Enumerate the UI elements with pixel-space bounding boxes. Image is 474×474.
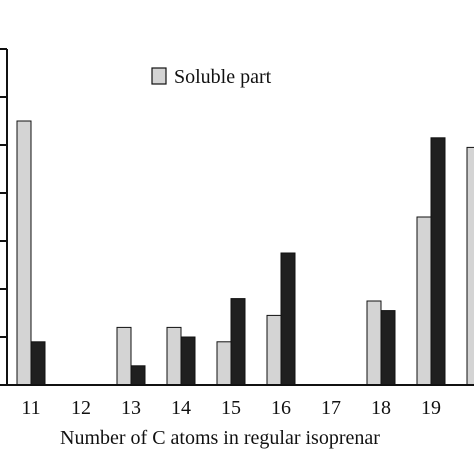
x-tick-label-13: 13 (121, 397, 141, 419)
bar-series1-11 (16, 120, 32, 386)
bar-series1-14 (166, 326, 182, 386)
x-axis-title: Number of C atoms in regular isoprenar (60, 427, 380, 449)
bar-series2-11 (30, 341, 46, 386)
bar-series1-16 (266, 314, 282, 386)
x-tick-label-11: 11 (21, 397, 40, 419)
x-tick-label-15: 15 (221, 397, 241, 419)
bar-series1-18 (366, 300, 382, 386)
x-tick-label-16: 16 (271, 397, 291, 419)
bar-series2-13 (130, 365, 146, 386)
legend-swatch-soluble-part (151, 67, 167, 85)
bar-series1-13 (116, 326, 132, 386)
bar-series1-15 (216, 341, 232, 386)
x-tick-label-14: 14 (171, 397, 191, 419)
bar-series2-16 (280, 252, 296, 386)
x-tick-labels: 1112131415161718192 (21, 397, 441, 419)
x-tick-label-18: 18 (371, 397, 391, 419)
y-axis-ticks (0, 48, 7, 386)
bar-series2-15 (230, 298, 246, 386)
bar-series1-2 (466, 146, 474, 386)
bar-series2-19 (430, 137, 446, 386)
bars-layer (16, 120, 474, 386)
legend: Soluble part (151, 66, 272, 88)
x-tick-label-12: 12 (71, 397, 91, 419)
bar-series1-19 (416, 216, 432, 386)
x-tick-label-17: 17 (321, 397, 341, 419)
legend-label-soluble-part: Soluble part (174, 66, 272, 88)
bar-series2-18 (380, 310, 396, 386)
bar-series2-14 (180, 336, 196, 386)
x-tick-label-19: 19 (421, 397, 441, 419)
